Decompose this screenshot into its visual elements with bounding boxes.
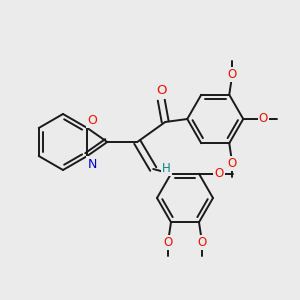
Text: O: O: [87, 113, 97, 127]
Text: O: O: [214, 167, 224, 180]
Text: N: N: [88, 158, 97, 170]
Text: H: H: [162, 161, 171, 175]
Text: O: O: [164, 236, 172, 249]
Text: O: O: [156, 85, 166, 98]
Text: O: O: [228, 68, 237, 81]
Text: O: O: [197, 236, 207, 249]
Text: O: O: [228, 157, 237, 170]
Text: O: O: [259, 112, 268, 125]
